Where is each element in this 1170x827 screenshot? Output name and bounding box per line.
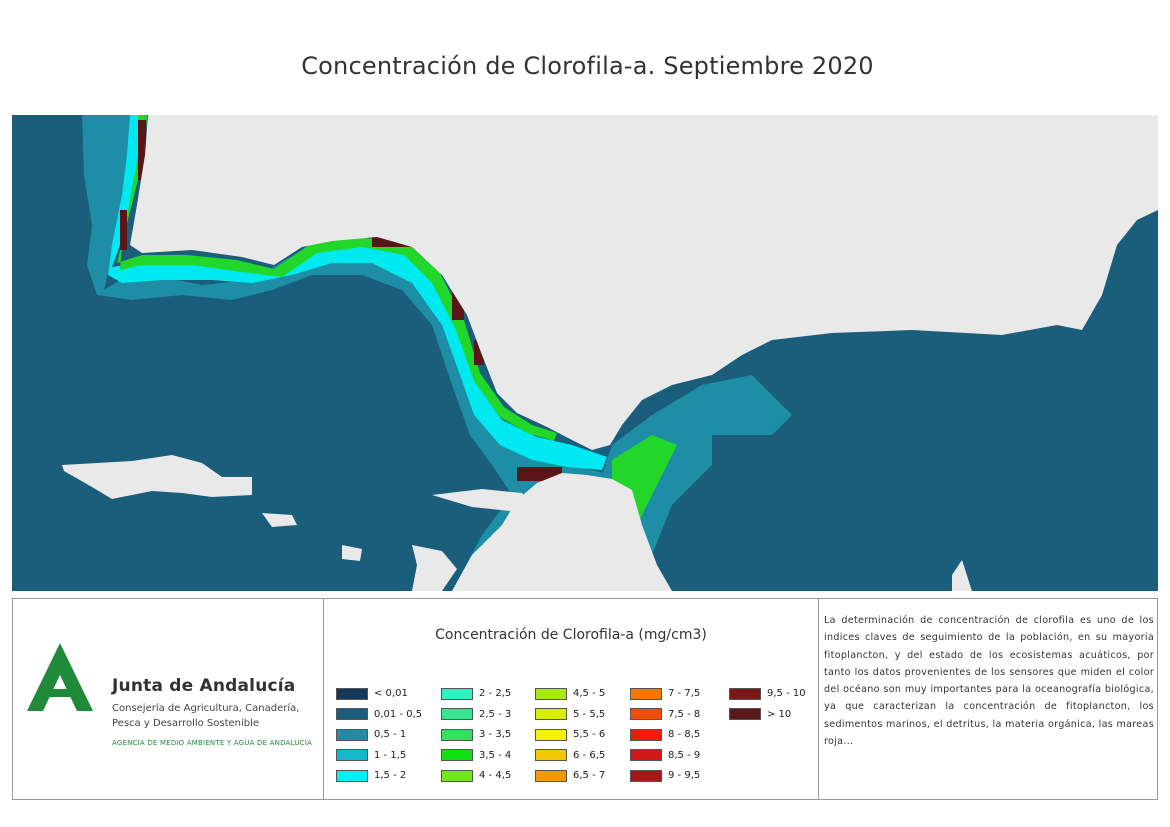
legend-item: 2,5 - 3 — [441, 704, 512, 720]
panel-divider — [323, 599, 324, 799]
legend-label: 9,5 - 10 — [767, 688, 806, 699]
legend-swatch — [535, 687, 567, 700]
legend-label: 6,5 - 7 — [573, 770, 606, 781]
legend-swatch — [336, 749, 368, 761]
legend-swatch — [630, 728, 662, 741]
legend-item: 4 - 4,5 — [441, 765, 512, 782]
legend-swatch — [441, 708, 473, 720]
legend-swatch — [630, 708, 662, 720]
legend-swatch — [336, 708, 368, 720]
legend-item: 6 - 6,5 — [535, 745, 606, 761]
organization-name: Junta de Andalucía — [112, 676, 296, 696]
legend-swatch — [441, 769, 473, 782]
legend-item: 0,01 - 0,5 — [336, 704, 423, 720]
legend-swatch — [336, 769, 368, 782]
junta-andalucia-logo-icon — [27, 643, 93, 711]
panel-divider — [818, 599, 819, 799]
legend-label: 8,5 - 9 — [668, 749, 701, 761]
legend-swatch — [535, 728, 567, 741]
organization-department: Consejería de Agricultura, Canadería, Pe… — [112, 701, 312, 731]
legend-label: 3,5 - 4 — [479, 749, 512, 761]
department-line-2: Pesca y Desarrollo Sostenible — [112, 718, 260, 729]
legend-item: 7 - 7,5 — [630, 683, 701, 700]
legend-title: Concentración de Clorofila-a (mg/cm3) — [435, 627, 707, 643]
legend-item: 2 - 2,5 — [441, 683, 512, 700]
legend-label: > 10 — [767, 708, 792, 720]
legend-label: 1 - 1,5 — [374, 749, 407, 761]
legend-item: 5,5 - 6 — [535, 724, 606, 741]
legend-item: 1 - 1,5 — [336, 745, 407, 761]
legend-swatch — [729, 708, 761, 720]
legend-item: 8 - 8,5 — [630, 724, 701, 741]
legend-label: 8 - 8,5 — [668, 729, 701, 740]
legend-item: 0,5 - 1 — [336, 724, 407, 741]
legend-label: 3 - 3,5 — [479, 729, 512, 740]
department-line-1: Consejería de Agricultura, Canadería, — [112, 703, 300, 714]
legend-item: 8,5 - 9 — [630, 745, 701, 761]
legend-item: < 0,01 — [336, 683, 408, 700]
legend-swatch — [535, 708, 567, 720]
legend-swatch — [336, 687, 368, 700]
legend-label: 0,5 - 1 — [374, 729, 407, 740]
legend-swatch — [441, 728, 473, 741]
iberian-peninsula-land — [130, 115, 1158, 450]
legend-item: 9,5 - 10 — [729, 683, 806, 700]
legend-label: 7,5 - 8 — [668, 708, 701, 720]
legend-swatch — [535, 769, 567, 782]
legend-label: 1,5 - 2 — [374, 770, 407, 781]
legend-label: 2,5 - 3 — [479, 708, 512, 720]
legend-swatch — [535, 749, 567, 761]
legend-item: 5 - 5,5 — [535, 704, 606, 720]
legend-label: 4,5 - 5 — [573, 688, 606, 699]
legend-swatch — [441, 687, 473, 700]
legend-swatch — [630, 769, 662, 782]
legend-label: 5,5 - 6 — [573, 729, 606, 740]
legend-label: 4 - 4,5 — [479, 770, 512, 781]
legend-item: 4,5 - 5 — [535, 683, 606, 700]
map-canvas — [12, 115, 1158, 591]
legend-label: 0,01 - 0,5 — [374, 708, 423, 720]
legend-item: 3 - 3,5 — [441, 724, 512, 741]
legend-swatch — [441, 749, 473, 761]
legend-label: 7 - 7,5 — [668, 688, 701, 699]
alboran-shelf — [602, 375, 792, 555]
legend-item: 3,5 - 4 — [441, 745, 512, 761]
legend-label: < 0,01 — [374, 688, 408, 699]
description-text: La determinación de concentración de clo… — [824, 615, 1154, 748]
map-title: Concentración de Clorofila-a. Septiembre… — [301, 52, 874, 80]
eastern-land — [952, 560, 972, 591]
legend-swatch — [630, 687, 662, 700]
legend-item: 9 - 9,5 — [630, 765, 701, 782]
organization-agency: AGENCIA DE MEDIO AMBIENTE Y AGUA DE ANDA… — [112, 739, 312, 747]
legend-swatch — [336, 728, 368, 741]
legend-swatch — [729, 687, 761, 700]
legend-label: 9 - 9,5 — [668, 770, 701, 781]
north-africa-land — [452, 473, 672, 591]
legend-label: 5 - 5,5 — [573, 708, 606, 720]
legend-item: > 10 — [729, 704, 792, 720]
legend-label: 2 - 2,5 — [479, 688, 512, 699]
legend-item: 7,5 - 8 — [630, 704, 701, 720]
legend-label: 6 - 6,5 — [573, 749, 606, 761]
atlantic-islands — [62, 455, 532, 591]
chlorophyll-map — [12, 115, 1158, 591]
legend-item: 6,5 - 7 — [535, 765, 606, 782]
legend-swatch — [630, 749, 662, 761]
legend-item: 1,5 - 2 — [336, 765, 407, 782]
info-panel: Junta de Andalucía Consejería de Agricul… — [12, 598, 1158, 800]
